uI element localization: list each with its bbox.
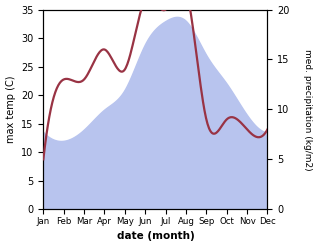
Y-axis label: med. precipitation (kg/m2): med. precipitation (kg/m2): [303, 49, 313, 170]
Y-axis label: max temp (C): max temp (C): [5, 76, 16, 143]
X-axis label: date (month): date (month): [116, 231, 194, 242]
